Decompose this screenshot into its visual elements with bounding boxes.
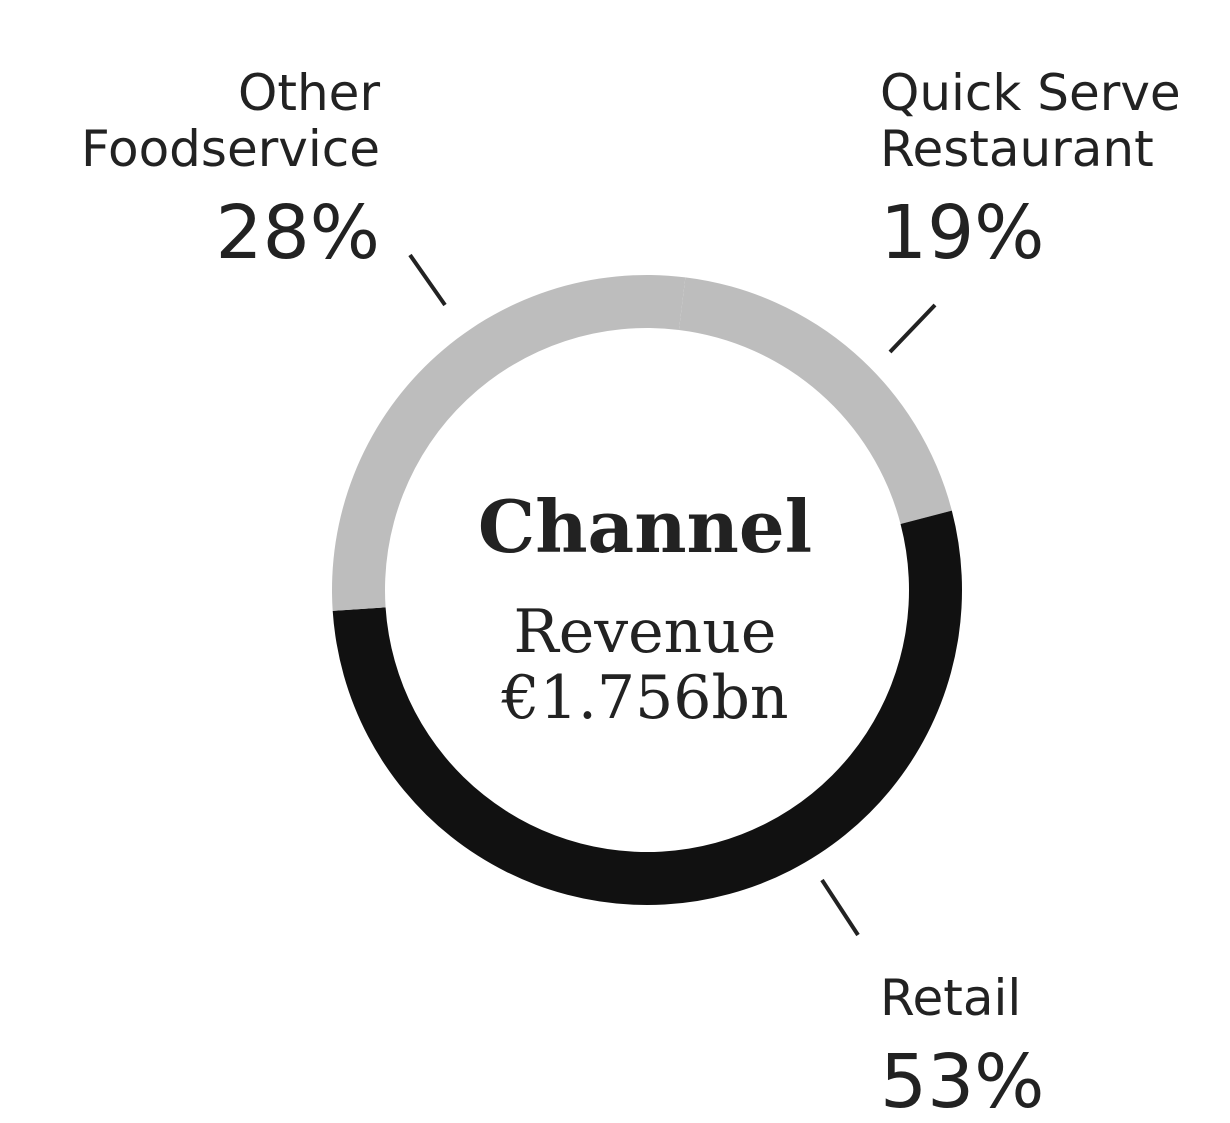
- category-label: Quick Serve Restaurant: [880, 64, 1181, 178]
- value-label: 19%: [880, 190, 1044, 276]
- donut-segment: [678, 277, 952, 524]
- donut-segment: [332, 510, 963, 905]
- total-label: €1.756bn: [501, 663, 789, 733]
- leader-line: [408, 253, 447, 307]
- value-label: 53%: [880, 1039, 1044, 1123]
- category-label: Other Foodservice: [81, 64, 380, 178]
- donut-segment: [332, 275, 686, 611]
- leader-line: [820, 878, 860, 937]
- category-label: Retail: [880, 969, 1021, 1027]
- chart-subtitle: Revenue: [514, 597, 777, 667]
- leader-line: [888, 303, 937, 354]
- value-label: 28%: [216, 190, 380, 276]
- chart-title: Channel: [478, 484, 812, 569]
